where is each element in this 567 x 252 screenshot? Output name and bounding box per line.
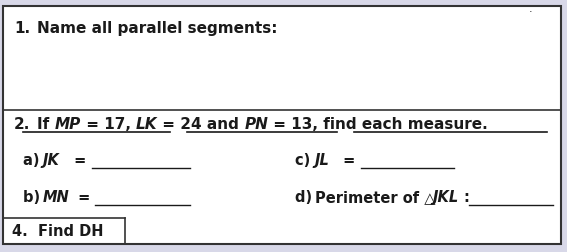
Text: = 24 and: = 24 and [158,117,244,132]
Text: =: = [73,190,90,205]
Text: If: If [37,117,54,132]
FancyBboxPatch shape [3,6,561,244]
Text: MP: MP [54,117,81,132]
Text: LK: LK [136,117,158,132]
Text: :: : [464,190,469,205]
Text: .: . [528,4,532,14]
Text: b): b) [23,190,45,205]
Text: 2.: 2. [14,117,31,132]
Text: Perimeter of △: Perimeter of △ [315,190,435,205]
Text: PN: PN [244,117,269,132]
Text: = 17,: = 17, [81,117,136,132]
Text: = 13, find each measure.: = 13, find each measure. [269,117,488,132]
Text: 1.: 1. [14,21,30,37]
Text: JL: JL [315,152,329,168]
Text: JK: JK [43,152,60,168]
Text: =: = [338,152,355,168]
Text: a): a) [23,152,44,168]
Text: d): d) [295,190,317,205]
Text: c): c) [295,152,315,168]
Text: MN: MN [43,190,69,205]
Text: =: = [69,152,86,168]
Text: Name all parallel segments:: Name all parallel segments: [37,21,277,37]
Text: 4.  Find DH: 4. Find DH [12,224,104,239]
Text: JKL: JKL [432,190,458,205]
